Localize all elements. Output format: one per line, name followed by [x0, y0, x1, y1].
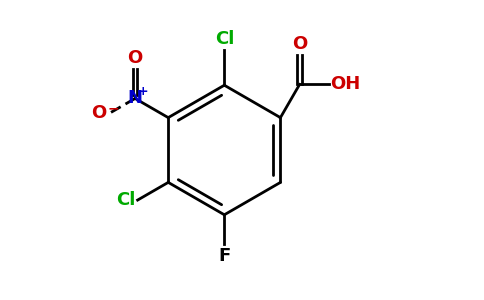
Text: +: +: [137, 85, 148, 98]
Text: Cl: Cl: [214, 29, 234, 47]
Text: OH: OH: [331, 76, 361, 94]
Text: −: −: [107, 101, 119, 115]
Text: N: N: [128, 89, 143, 107]
Text: O: O: [127, 49, 143, 67]
Text: O: O: [292, 35, 307, 53]
Text: Cl: Cl: [116, 191, 136, 209]
Text: O: O: [91, 104, 106, 122]
Text: F: F: [218, 247, 230, 265]
